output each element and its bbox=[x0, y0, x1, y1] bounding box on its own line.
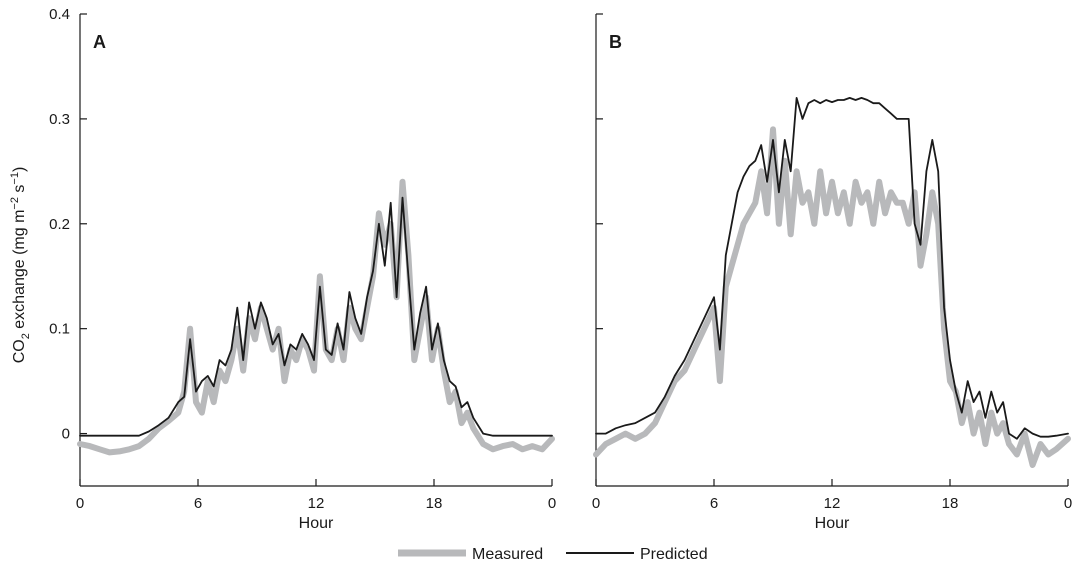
panel-label: B bbox=[609, 32, 622, 52]
measured-series-line bbox=[77, 178, 555, 456]
y-tick-label-4: 0.4 bbox=[49, 6, 70, 23]
x-tick-label-3: 18 bbox=[942, 495, 959, 512]
x-tick-label-2: 12 bbox=[308, 495, 325, 512]
x-tick-label-1: 6 bbox=[194, 495, 202, 512]
y-tick-label-2: 0.2 bbox=[49, 216, 70, 233]
legend-measured-label: Measured bbox=[472, 546, 543, 563]
x-tick-label-2: 12 bbox=[824, 495, 841, 512]
panel-a: 0 0.1 0.2 0.3 0.4 0 6 12 18 0 Hour A bbox=[49, 6, 556, 532]
y-tick-label-3: 0.3 bbox=[49, 111, 70, 128]
y-tick-label-1: 0.1 bbox=[49, 321, 70, 338]
measured-series-line bbox=[593, 126, 1071, 468]
predicted-series-line bbox=[79, 196, 553, 437]
x-tick-label-0: 0 bbox=[76, 495, 84, 512]
x-tick-label-0: 0 bbox=[592, 495, 600, 512]
panel-b: 0 6 12 18 0 Hour B bbox=[592, 13, 1072, 532]
panel-label: A bbox=[93, 32, 106, 52]
x-tick-label-4: 0 bbox=[548, 495, 556, 512]
x-tick-label-4: 0 bbox=[1064, 495, 1072, 512]
predicted-series-line bbox=[595, 97, 1069, 440]
x-axis-title: Hour bbox=[815, 515, 850, 532]
y-tick-label-0: 0 bbox=[62, 426, 70, 443]
legend-predicted-label: Predicted bbox=[640, 546, 708, 563]
legend: Measured Predicted bbox=[398, 546, 708, 563]
x-tick-label-3: 18 bbox=[426, 495, 443, 512]
x-tick-label-1: 6 bbox=[710, 495, 718, 512]
y-axis-title: CO2 exchange (mg m−2 s−1) bbox=[9, 167, 32, 364]
x-axis-title: Hour bbox=[299, 515, 334, 532]
